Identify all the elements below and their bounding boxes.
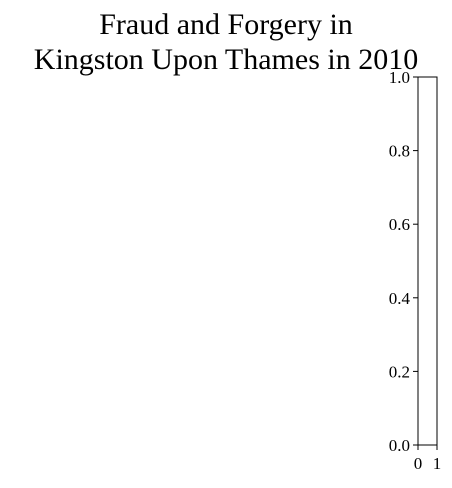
y-tick-label: 0.2 xyxy=(389,362,410,381)
x-tick-label: 1 xyxy=(433,454,442,473)
y-tick-label: 0.8 xyxy=(389,142,410,161)
y-tick-label: 0.4 xyxy=(389,289,411,308)
colorbar-y-axis: 0.0 0.2 0.4 0.6 0.8 1.0 xyxy=(389,68,418,455)
y-tick-label: 0.6 xyxy=(389,215,410,234)
x-tick-label: 0 xyxy=(414,454,423,473)
chart-title-line-2: Kingston Upon Thames in 2010 xyxy=(34,43,418,76)
y-tick-label: 1.0 xyxy=(389,68,410,87)
y-tick-label: 0.0 xyxy=(389,436,410,455)
chart-title-line-1: Fraud and Forgery in xyxy=(99,8,353,41)
colorbar-axes-frame xyxy=(417,76,438,446)
